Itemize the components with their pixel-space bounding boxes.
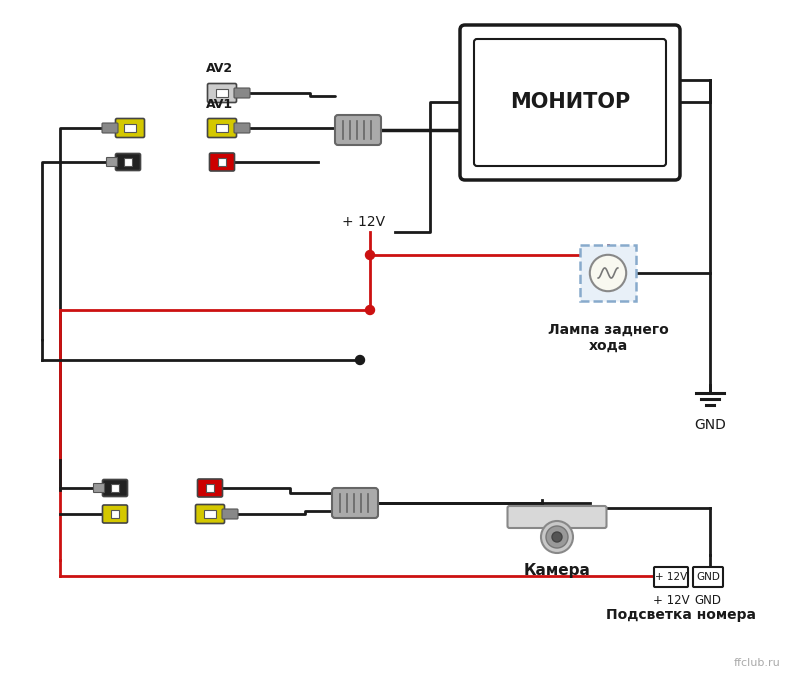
Text: AV1: AV1 [206, 98, 234, 111]
Bar [123, 158, 133, 166]
Bar [110, 484, 119, 492]
Text: + 12V: + 12V [655, 572, 687, 582]
Text: GND: GND [696, 572, 720, 582]
Bar [218, 158, 226, 166]
Circle shape [366, 250, 374, 259]
Text: Лампа заднего
хода: Лампа заднего хода [548, 323, 668, 353]
FancyBboxPatch shape [102, 123, 118, 133]
FancyBboxPatch shape [332, 488, 378, 518]
Bar [216, 123, 228, 132]
FancyBboxPatch shape [102, 479, 127, 496]
Text: Подсветка номера: Подсветка номера [606, 608, 757, 622]
FancyBboxPatch shape [210, 153, 234, 171]
Circle shape [355, 355, 365, 364]
FancyBboxPatch shape [222, 509, 238, 519]
FancyBboxPatch shape [460, 25, 680, 180]
FancyBboxPatch shape [115, 119, 145, 138]
FancyBboxPatch shape [654, 567, 688, 587]
Text: ffclub.ru: ffclub.ru [734, 658, 780, 668]
Circle shape [552, 532, 562, 542]
Bar [580, 245, 636, 301]
Bar [216, 89, 228, 98]
Text: МОНИТОР: МОНИТОР [510, 93, 630, 113]
Circle shape [590, 255, 626, 291]
Bar [206, 484, 214, 492]
FancyBboxPatch shape [94, 484, 105, 492]
Circle shape [366, 306, 374, 314]
Text: GND: GND [694, 418, 726, 432]
Text: AV2: AV2 [206, 63, 234, 76]
FancyBboxPatch shape [335, 115, 381, 145]
FancyBboxPatch shape [106, 158, 118, 166]
Text: GND: GND [694, 594, 722, 607]
FancyBboxPatch shape [234, 123, 250, 133]
FancyBboxPatch shape [207, 83, 237, 102]
FancyBboxPatch shape [234, 88, 250, 98]
FancyBboxPatch shape [693, 567, 723, 587]
Bar [110, 510, 119, 518]
Bar [124, 123, 136, 132]
Text: Камера: Камера [523, 563, 590, 578]
Circle shape [541, 521, 573, 553]
Text: + 12V: + 12V [653, 594, 690, 607]
FancyBboxPatch shape [474, 39, 666, 166]
FancyBboxPatch shape [115, 153, 141, 170]
Text: + 12V: + 12V [342, 215, 385, 229]
FancyBboxPatch shape [195, 505, 225, 524]
FancyBboxPatch shape [102, 505, 127, 523]
FancyBboxPatch shape [198, 479, 222, 497]
Bar [204, 509, 216, 518]
FancyBboxPatch shape [507, 506, 606, 528]
FancyBboxPatch shape [207, 119, 237, 138]
Circle shape [546, 526, 568, 548]
